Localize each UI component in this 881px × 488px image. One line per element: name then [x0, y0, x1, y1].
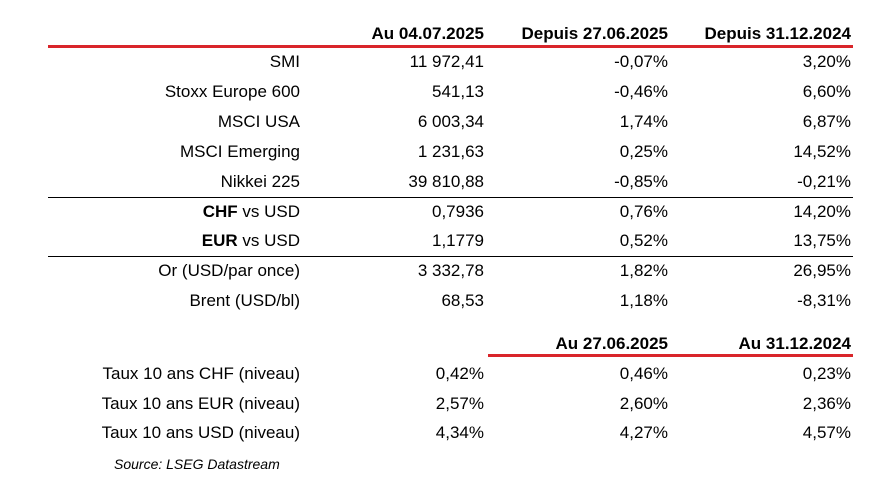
row-label-gold: Or (USD/par once)	[158, 261, 300, 280]
row-value: 39 810,88	[408, 172, 484, 191]
row-label-nikkei: Nikkei 225	[220, 172, 300, 191]
row-change-week: -0,07%	[614, 52, 668, 71]
rate-value-week: 4,27%	[619, 423, 668, 442]
currency-suffix: vs USD	[237, 231, 300, 250]
header-rule	[48, 45, 853, 48]
currency-code: CHF	[202, 202, 238, 221]
header-col-ytd: Depuis 31.12.2024	[704, 24, 851, 43]
row-change-ytd: 6,87%	[802, 112, 851, 131]
row-value: 3 332,78	[417, 261, 484, 280]
row-change-week: 1,18%	[619, 291, 668, 310]
currency-suffix: vs USD	[237, 202, 300, 221]
rate-value: 4,34%	[435, 423, 484, 442]
row-label-msci-usa: MSCI USA	[217, 112, 300, 131]
row-change-week: -0,46%	[614, 82, 668, 101]
row-change-week: 0,76%	[619, 202, 668, 221]
row-change-ytd: 13,75%	[793, 231, 851, 250]
row-value: 68,53	[441, 291, 484, 310]
currency-code: EUR	[201, 231, 238, 250]
rate-value-week: 2,60%	[619, 394, 668, 413]
row-change-ytd: 14,20%	[793, 202, 851, 221]
rate-value-ytd: 0,23%	[802, 364, 851, 383]
row-value: 1 231,63	[417, 142, 484, 161]
row-change-ytd: 3,20%	[802, 52, 851, 71]
rate-label-eur: Taux 10 ans EUR (niveau)	[101, 394, 300, 413]
row-value: 0,7936	[432, 202, 484, 221]
rate-value-ytd: 2,36%	[802, 394, 851, 413]
header2-rule	[488, 354, 853, 357]
header2-col-ytd: Au 31.12.2024	[738, 334, 851, 353]
rate-value: 0,42%	[435, 364, 484, 383]
row-change-week: 0,25%	[619, 142, 668, 161]
row-change-week: 0,52%	[619, 231, 668, 250]
row-label-stoxx: Stoxx Europe 600	[164, 82, 300, 101]
row-value: 1,1779	[432, 231, 484, 250]
rate-value-week: 0,46%	[619, 364, 668, 383]
row-change-week: -0,85%	[614, 172, 668, 191]
header2-col-week: Au 27.06.2025	[555, 334, 668, 353]
rate-value: 2,57%	[435, 394, 484, 413]
row-change-ytd: -0,21%	[797, 172, 851, 191]
row-change-week: 1,82%	[619, 261, 668, 280]
row-label-chf-usd: CHF vs USD	[203, 202, 300, 222]
rate-label-usd: Taux 10 ans USD (niveau)	[101, 423, 300, 442]
row-label-smi: SMI	[269, 52, 300, 71]
row-label-msci-emerging: MSCI Emerging	[180, 142, 300, 161]
section-divider-fx	[48, 197, 853, 198]
row-label-brent: Brent (USD/bl)	[189, 291, 300, 310]
row-change-ytd: 6,60%	[802, 82, 851, 101]
row-change-week: 1,74%	[619, 112, 668, 131]
row-change-ytd: 14,52%	[793, 142, 851, 161]
row-value: 6 003,34	[417, 112, 484, 131]
header-col-week: Depuis 27.06.2025	[521, 24, 668, 43]
rate-value-ytd: 4,57%	[802, 423, 851, 442]
header-col-date: Au 04.07.2025	[371, 24, 484, 43]
row-value: 541,13	[432, 82, 484, 101]
source-note: Source: LSEG Datastream	[114, 456, 280, 472]
row-change-ytd: -8,31%	[797, 291, 851, 310]
section-divider-commodities	[48, 256, 853, 257]
rate-label-chf: Taux 10 ans CHF (niveau)	[102, 364, 300, 383]
row-change-ytd: 26,95%	[793, 261, 851, 280]
row-value: 11 972,41	[409, 52, 484, 71]
row-label-eur-usd: EUR vs USD	[202, 231, 300, 251]
